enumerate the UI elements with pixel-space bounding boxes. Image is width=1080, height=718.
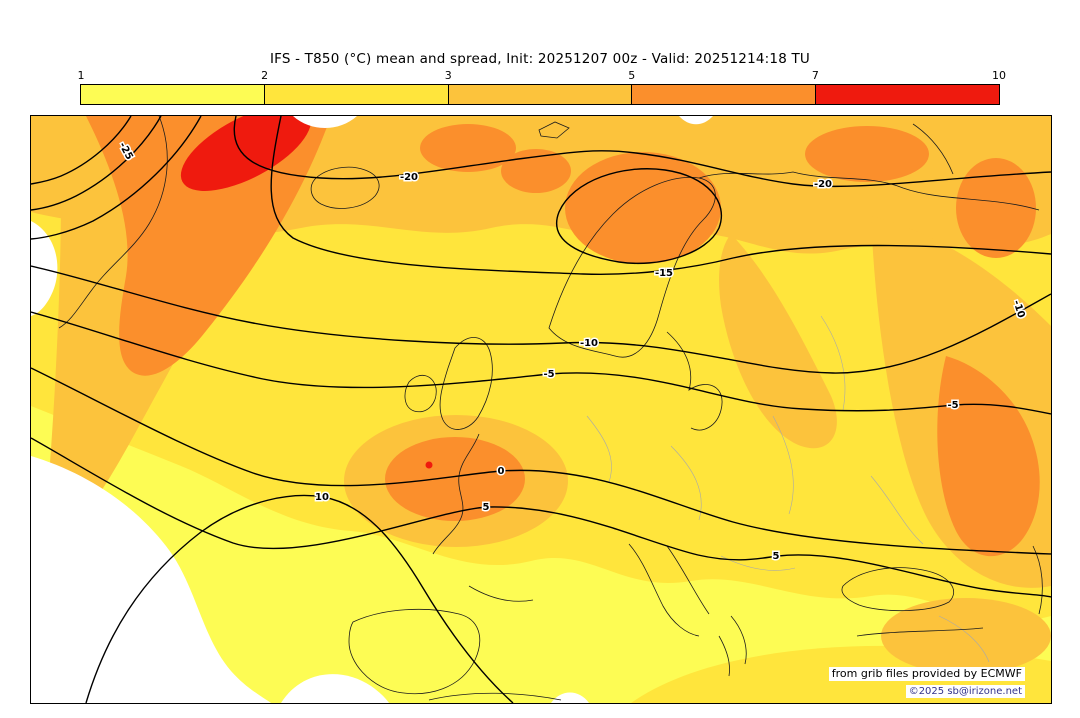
contour-pack-line — [31, 116, 132, 185]
country-border-layer — [586, 315, 990, 663]
contour-label: 10 — [315, 492, 329, 503]
contour-line-minus5 — [31, 311, 1051, 415]
spread-orange-atlantic-blob — [385, 437, 525, 521]
contour-label: 5 — [773, 551, 780, 562]
spread-colorbar: 1 2 3 5 7 10 — [78, 69, 1006, 105]
contour-line-0 — [31, 367, 1051, 555]
contour-line-minus15 — [270, 116, 1051, 275]
contour-pack-line — [31, 116, 162, 211]
contour-line-10 — [85, 494, 514, 703]
colorbar-segment-3-5 — [448, 85, 633, 104]
colorbar-tick-label: 10 — [992, 69, 1006, 82]
contour-closed-low — [556, 168, 723, 265]
colorbar-tick-label: 2 — [261, 69, 269, 82]
colorbar-segment-1-2 — [81, 85, 265, 104]
contour-label: 5 — [483, 502, 490, 513]
weather-map-svg: -20 -20 -15 -10 -10 -5 -5 0 5 5 10 -25 — [31, 116, 1051, 703]
page-title: IFS - T850 (°C) mean and spread, Init: 2… — [269, 51, 811, 67]
coastline-layer — [58, 116, 1043, 701]
contour-label: -15 — [655, 268, 673, 279]
spread-orange-greenland — [86, 116, 331, 376]
contour-line-minus10 — [31, 265, 1051, 374]
colorbar-tick-label: 1 — [77, 69, 85, 82]
colorbar-tick-label: 7 — [811, 69, 819, 82]
contour-label: -20 — [814, 179, 832, 190]
mean-contour-layer — [31, 116, 1051, 703]
copyright-text: ©2025 sb@irizone.net — [905, 685, 1025, 698]
colorbar-segment-2-3 — [264, 85, 449, 104]
contour-label: -5 — [543, 369, 554, 380]
contour-label: -10 — [580, 338, 598, 349]
contour-label: -5 — [947, 400, 958, 411]
contour-line-minus20 — [233, 116, 1051, 188]
contour-line-5 — [31, 437, 1051, 598]
colorbar-tick-label: 3 — [444, 69, 452, 82]
contour-label: 0 — [498, 466, 505, 477]
contour-pack-line — [31, 116, 202, 240]
colorbar-segment-5-7 — [632, 85, 817, 104]
weather-map: -20 -20 -15 -10 -10 -5 -5 0 5 5 10 -25 f… — [30, 115, 1052, 704]
attribution-text: from grib files provided by ECMWF — [828, 667, 1025, 681]
contour-label: -20 — [400, 172, 418, 183]
colorbar-tick-label: 5 — [628, 69, 636, 82]
colorbar-segment-7-10 — [816, 85, 999, 104]
